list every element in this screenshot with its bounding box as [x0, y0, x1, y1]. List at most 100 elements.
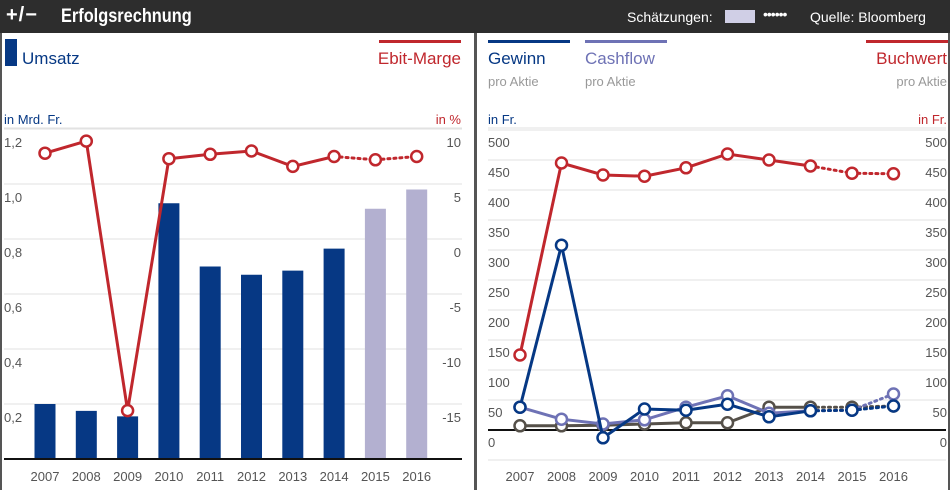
x-tick-label: 2013	[755, 469, 784, 484]
ebit-legend-label: Ebit-Marge	[378, 49, 461, 68]
x-tick-label: 2016	[879, 469, 908, 484]
ebit-marge-point	[203, 147, 217, 162]
umsatz-bar	[241, 274, 262, 459]
gewinn-point	[596, 431, 610, 445]
umsatz-legend-swatch	[5, 39, 17, 66]
ebit-marge-point	[409, 149, 424, 164]
x-tick-label: 2007	[506, 469, 535, 484]
ebit-marge-point	[120, 403, 135, 418]
umsatz-bar	[282, 270, 304, 459]
plus-minus-logo: +/−	[6, 4, 38, 26]
buchwert-point	[845, 166, 859, 180]
dividende-point	[679, 416, 693, 430]
frame-right	[948, 33, 950, 490]
x-tick-label: 2014	[320, 469, 349, 484]
left-axis-unit: in Mrd. Fr.	[4, 112, 63, 127]
widget-title: Erfolgsrechnung	[61, 6, 192, 27]
ebit-marge-point	[38, 146, 52, 160]
x-tick-label: 2011	[196, 469, 224, 484]
x-tick-label: 2012	[237, 469, 266, 484]
x-tick-label: 2015	[361, 469, 390, 484]
left-tick-label: 1,2	[4, 135, 22, 150]
right-tick-label: 5	[454, 190, 461, 205]
umsatz-bar	[406, 189, 428, 459]
gewinn-point	[720, 397, 735, 411]
left-tick-label: 300	[488, 255, 510, 270]
left-tick-label: 0,6	[4, 300, 22, 315]
umsatz-bar	[364, 208, 386, 459]
left-tick-label: 0,2	[4, 410, 22, 425]
gewinn-legend-label: Gewinn	[488, 49, 546, 68]
right-axis-unit: in %	[436, 112, 462, 127]
buchwert-legend-sub: pro Aktie	[896, 74, 947, 89]
estimate-dots: ••••••	[763, 6, 787, 22]
header-bar: +/− Erfolgsrechnung Schätzungen: •••••• …	[0, 0, 950, 33]
right-tick-label: 10	[447, 135, 461, 150]
left-tick-label: 0	[488, 435, 495, 450]
x-tick-label: 2008	[547, 469, 576, 484]
panel-divider	[474, 33, 477, 490]
umsatz-bar	[199, 266, 221, 459]
umsatz-bar	[323, 248, 345, 459]
right-tick-label: 300	[925, 255, 947, 270]
cashflow-legend-label: Cashflow	[585, 49, 656, 68]
right-tick-label: 50	[933, 405, 947, 420]
estimates-label: Schätzungen:	[627, 9, 713, 25]
left-tick-label: 0,4	[4, 355, 22, 370]
buchwert-point	[762, 153, 776, 167]
left-tick-label: 350	[488, 225, 510, 240]
x-tick-label: 2011	[672, 469, 700, 484]
right-tick-label: -10	[442, 355, 461, 370]
buchwert-point	[596, 168, 610, 182]
x-tick-label: 2007	[31, 469, 60, 484]
x-tick-label: 2012	[713, 469, 742, 484]
cashflow-point	[886, 387, 901, 401]
right-tick-label: 500	[925, 135, 947, 150]
gewinn-line	[518, 244, 811, 441]
gewinn-point	[886, 399, 901, 413]
umsatz-bar	[75, 410, 97, 459]
right-tick-label: 400	[925, 195, 947, 210]
gewinn-point	[637, 402, 652, 416]
umsatz-bar	[34, 404, 56, 459]
left-tick-label: 50	[488, 405, 502, 420]
right-tick-label: 150	[925, 345, 947, 360]
right-tick-label: 450	[925, 165, 947, 180]
x-tick-label: 2015	[838, 469, 867, 484]
gewinn-point	[554, 238, 569, 252]
x-tick-label: 2008	[72, 469, 101, 484]
buchwert-line	[518, 152, 811, 356]
buchwert-legend-label: Buchwert	[876, 49, 947, 68]
right-tick-label: 200	[925, 315, 947, 330]
x-tick-label: 2016	[402, 469, 431, 484]
right-tick-label: -15	[442, 410, 461, 425]
x-tick-label: 2014	[796, 469, 825, 484]
right-tick-label: 0	[454, 245, 461, 260]
ebit-marge-point	[286, 159, 300, 174]
cashflow-line	[519, 394, 811, 426]
gewinn-point	[679, 403, 693, 417]
ebit-marge-line	[44, 139, 335, 411]
ebit-marge-point	[244, 144, 259, 158]
gewinn-point	[762, 410, 776, 424]
dividende-point	[720, 416, 735, 430]
umsatz-legend-label: Umsatz	[22, 49, 80, 68]
ebit-marge-point	[79, 134, 94, 148]
cashflow-legend-line	[585, 40, 667, 43]
estimate-swatch	[725, 10, 755, 23]
gewinn-point	[845, 403, 859, 417]
cashflow-point	[554, 412, 569, 426]
left-tick-label: 1,0	[4, 190, 22, 205]
left-tick-label: 250	[488, 285, 510, 300]
buchwert-point	[637, 169, 652, 183]
x-tick-label: 2009	[589, 469, 618, 484]
left-tick-label: 500	[488, 135, 510, 150]
right-tick-label: 100	[925, 375, 947, 390]
right-tick-label: -5	[449, 300, 461, 315]
right-tick-label: 250	[925, 285, 947, 300]
buchwert-point	[554, 156, 569, 170]
x-tick-label: 2013	[278, 469, 307, 484]
umsatz-bar	[158, 203, 180, 459]
left-tick-label: 150	[488, 345, 510, 360]
